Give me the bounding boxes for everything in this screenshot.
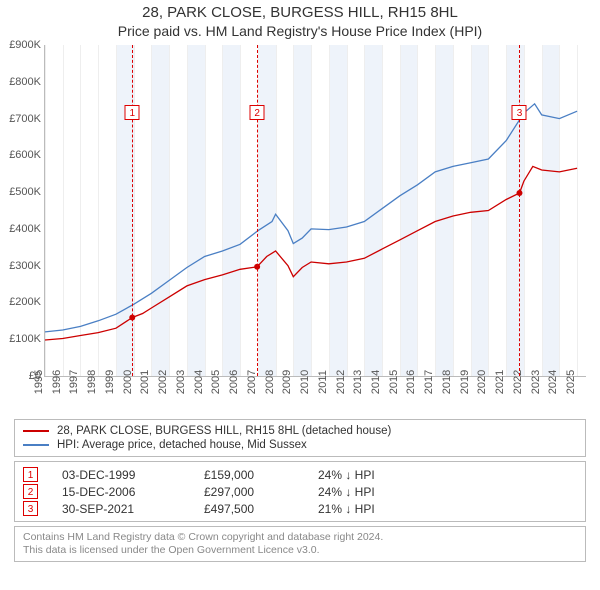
event-hpi-delta: 21% ↓ HPI xyxy=(318,502,375,516)
event-hpi-delta: 24% ↓ HPI xyxy=(318,485,375,499)
y-tick-label: £400K xyxy=(9,223,41,235)
event-price: £297,000 xyxy=(204,485,294,499)
sale-events-table: 1 03-DEC-1999 £159,000 24% ↓ HPI 2 15-DEC-200… xyxy=(14,461,586,522)
x-tick-label: 1996 xyxy=(50,370,62,394)
title-sub: Price paid vs. HM Land Registry's House … xyxy=(0,23,600,39)
x-tick-label: 2011 xyxy=(317,370,329,394)
x-tick-label: 1997 xyxy=(68,370,80,394)
legend-row: HPI: Average price, detached house, Mid … xyxy=(23,438,577,452)
event-date: 03-DEC-1999 xyxy=(62,468,180,482)
line-chart-svg xyxy=(45,45,586,376)
x-tick-label: 1995 xyxy=(33,370,45,394)
event-marker-badge: 3 xyxy=(23,501,38,516)
x-tick-label: 1999 xyxy=(104,370,116,394)
attribution-footer: Contains HM Land Registry data © Crown c… xyxy=(14,526,586,562)
x-tick-label: 2009 xyxy=(281,370,293,394)
x-tick-label: 2023 xyxy=(529,370,541,394)
x-tick-label: 2017 xyxy=(423,370,435,394)
x-tick-label: 2010 xyxy=(299,370,311,394)
footer-line-2: This data is licensed under the Open Gov… xyxy=(23,544,577,557)
series-line-hpi xyxy=(45,104,577,332)
legend-label: HPI: Average price, detached house, Mid … xyxy=(57,439,307,451)
x-tick-label: 1998 xyxy=(86,370,98,394)
event-date: 30-SEP-2021 xyxy=(62,502,180,516)
series-line-property xyxy=(45,166,577,340)
event-marker-badge: 1 xyxy=(23,467,38,482)
legend-swatch xyxy=(23,444,49,446)
x-tick-label: 2024 xyxy=(547,370,559,394)
x-tick-label: 2005 xyxy=(210,370,222,394)
event-row: 2 15-DEC-2006 £297,000 24% ↓ HPI xyxy=(23,483,577,500)
legend-swatch xyxy=(23,430,49,432)
footer-line-1: Contains HM Land Registry data © Crown c… xyxy=(23,531,577,544)
sale-marker-line xyxy=(519,45,520,376)
event-marker-badge: 2 xyxy=(23,484,38,499)
event-price: £497,500 xyxy=(204,502,294,516)
event-price: £159,000 xyxy=(204,468,294,482)
x-tick-label: 2007 xyxy=(246,370,258,394)
x-tick-label: 2015 xyxy=(388,370,400,394)
x-tick-label: 2014 xyxy=(370,370,382,394)
event-row: 3 30-SEP-2021 £497,500 21% ↓ HPI xyxy=(23,500,577,517)
sale-marker-badge: 3 xyxy=(512,105,527,120)
y-tick-label: £700K xyxy=(9,113,41,125)
event-hpi-delta: 24% ↓ HPI xyxy=(318,468,375,482)
x-tick-label: 2001 xyxy=(139,370,151,394)
x-tick-label: 2022 xyxy=(512,370,524,394)
legend-row: 28, PARK CLOSE, BURGESS HILL, RH15 8HL (… xyxy=(23,424,577,438)
x-tick-label: 2004 xyxy=(192,370,204,394)
x-tick-label: 2025 xyxy=(565,370,577,394)
sale-marker-badge: 2 xyxy=(250,105,265,120)
y-tick-label: £600K xyxy=(9,149,41,161)
event-date: 15-DEC-2006 xyxy=(62,485,180,499)
chart-plot-area: £0£100K£200K£300K£400K£500K£600K£700K£80… xyxy=(44,45,586,377)
y-tick-label: £200K xyxy=(9,296,41,308)
x-tick-label: 2002 xyxy=(157,370,169,394)
y-tick-label: £500K xyxy=(9,186,41,198)
title-block: 28, PARK CLOSE, BURGESS HILL, RH15 8HL P… xyxy=(0,0,600,41)
x-tick-label: 2019 xyxy=(458,370,470,394)
x-tick-label: 2008 xyxy=(263,370,275,394)
legend: 28, PARK CLOSE, BURGESS HILL, RH15 8HL (… xyxy=(14,419,586,457)
y-tick-label: £300K xyxy=(9,260,41,272)
chart-container: 28, PARK CLOSE, BURGESS HILL, RH15 8HL P… xyxy=(0,0,600,590)
x-tick-label: 2006 xyxy=(228,370,240,394)
title-main: 28, PARK CLOSE, BURGESS HILL, RH15 8HL xyxy=(0,4,600,21)
x-tick-label: 2021 xyxy=(494,370,506,394)
legend-label: 28, PARK CLOSE, BURGESS HILL, RH15 8HL (… xyxy=(57,425,391,437)
y-tick-label: £100K xyxy=(9,333,41,345)
y-tick-label: £900K xyxy=(9,39,41,51)
sale-marker-line xyxy=(257,45,258,376)
x-tick-label: 2018 xyxy=(441,370,453,394)
event-row: 1 03-DEC-1999 £159,000 24% ↓ HPI xyxy=(23,466,577,483)
x-tick-label: 2020 xyxy=(476,370,488,394)
sale-marker-badge: 1 xyxy=(125,105,140,120)
y-tick-label: £800K xyxy=(9,76,41,88)
x-tick-label: 2003 xyxy=(175,370,187,394)
sale-marker-line xyxy=(132,45,133,376)
x-tick-label: 2016 xyxy=(405,370,417,394)
x-tick-label: 2013 xyxy=(352,370,364,394)
x-tick-label: 2012 xyxy=(334,370,346,394)
